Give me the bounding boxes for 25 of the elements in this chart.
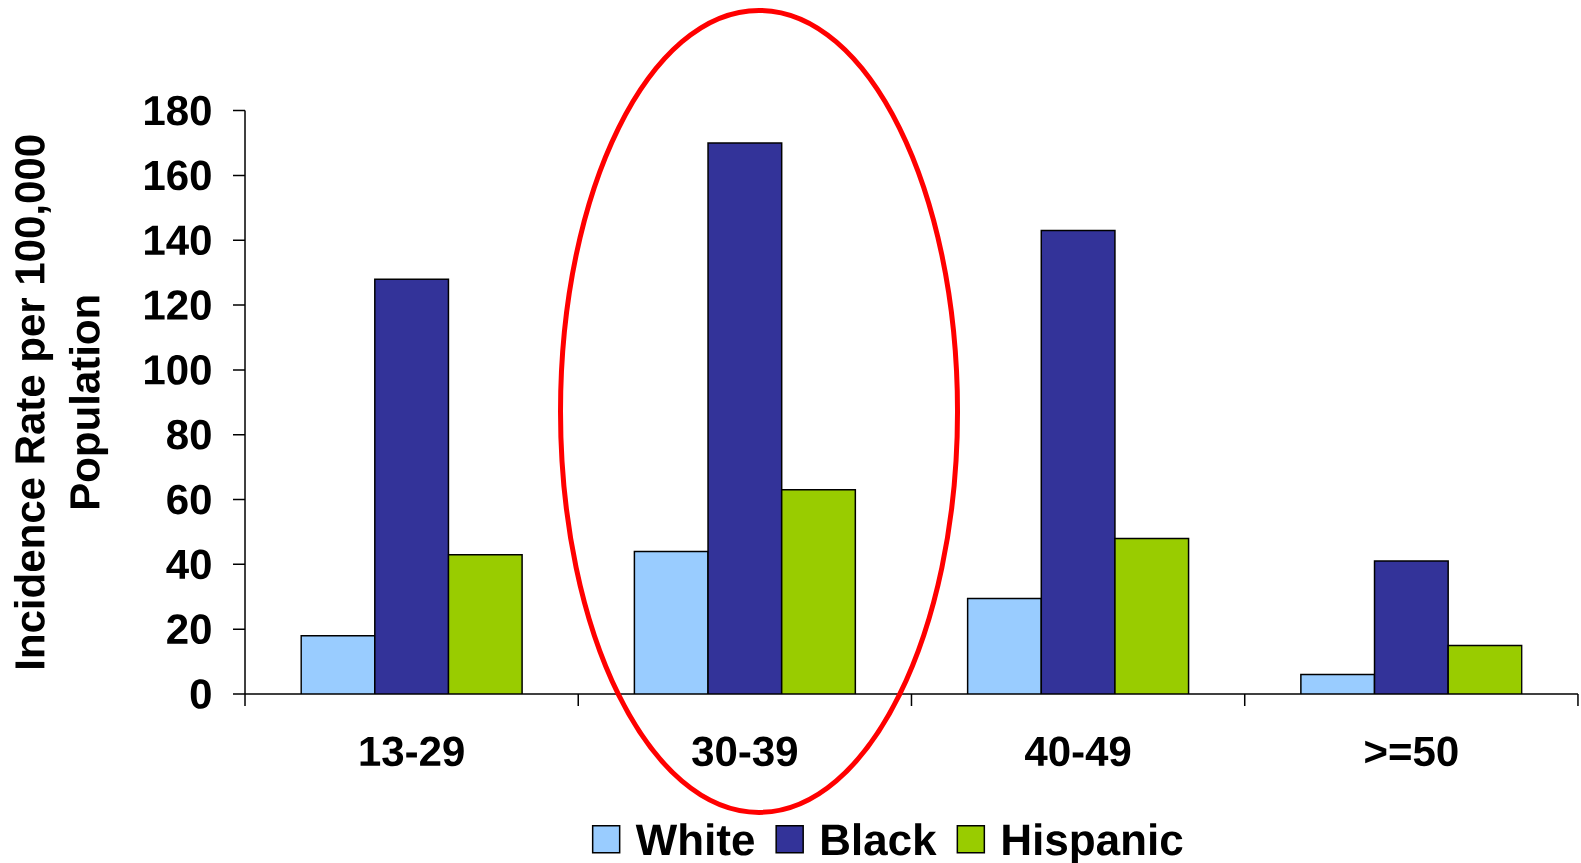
y-axis-title: Incidence Rate per 100,000 Population [13,135,109,668]
y-tick-label: 160 [145,160,211,191]
x-tick-label: 30-39 [692,736,797,767]
y-tick-label: 100 [145,355,211,385]
bar [1041,230,1115,694]
y-tick-label: 120 [145,290,211,320]
x-tick-label: 40-49 [1025,736,1131,767]
x-tick-label: >=50 [1365,736,1458,767]
y-tick-label: 20 [167,614,211,645]
bar [1373,560,1449,694]
y-tick-label: 40 [166,549,211,580]
y-tick-label: 80 [167,419,211,450]
legend-label: White [635,823,754,856]
bar [634,551,709,694]
bar [967,598,1042,694]
bar [301,635,375,694]
legend-label: Black [822,823,937,856]
y-tick-label: 180 [145,95,211,126]
bar [1300,673,1376,694]
y-tick-label: 140 [145,225,211,256]
y-tick-label: 60 [167,484,211,515]
bar [374,279,449,694]
bar [708,143,782,694]
x-tick-label: 13-29 [360,736,464,767]
y-tick-label: 0 [190,679,211,709]
